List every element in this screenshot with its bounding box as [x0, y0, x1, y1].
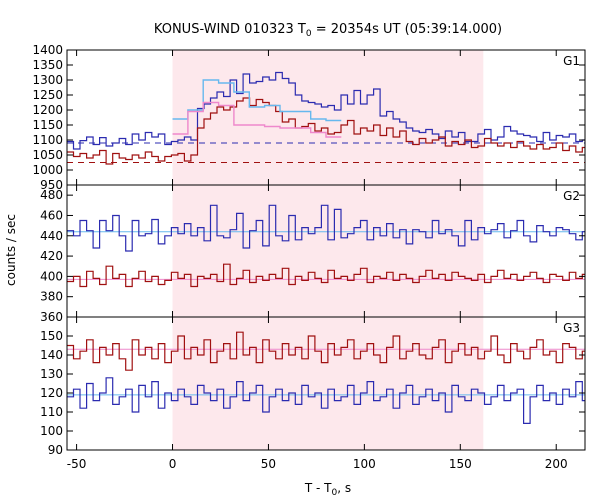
y-tick-label: 400 — [40, 269, 63, 283]
y-tick-label: 1000 — [32, 163, 63, 177]
series-blue-histogram — [67, 377, 585, 424]
y-tick-label: 360 — [40, 310, 63, 324]
panel-g2: 360 380 400 420 440 460 480 G2 — [40, 184, 586, 324]
y-tick-label: 150 — [40, 329, 63, 343]
panel-data — [67, 204, 585, 288]
y-tick-label: 1200 — [32, 103, 63, 117]
panel-data — [67, 331, 585, 424]
panel-label: G1 — [563, 54, 580, 68]
y-tick-label: 1250 — [32, 88, 63, 102]
y-tick-label: 90 — [48, 443, 63, 457]
panel-data — [67, 71, 585, 165]
series-blue-histogram — [67, 204, 585, 252]
series-red-histogram — [67, 97, 585, 165]
burst-interval-highlight — [172, 50, 484, 185]
y-tick-label: 380 — [40, 290, 63, 304]
series-lightblue-histogram — [172, 79, 342, 122]
y-axis-label: counts / sec — [4, 214, 18, 286]
panel-label: G2 — [563, 189, 580, 203]
series-pink-histogram — [172, 101, 342, 138]
burst-interval-highlight — [172, 317, 484, 450]
panels-group: 950100010501100115012001250130013501400G… — [32, 43, 586, 471]
x-tick-label: -50 — [67, 457, 87, 471]
y-tick-label: 1050 — [32, 148, 63, 162]
y-tick-label: 460 — [40, 208, 63, 222]
panel-g3: 90 100 110 120 130 140 150 G3 — [40, 316, 586, 457]
x-tick-label: 100 — [353, 457, 376, 471]
chart-title: KONUS-WIND 010323 T0 = 20354s UT (05:39:… — [154, 22, 502, 39]
x-axis-label: T - T0, s — [304, 481, 351, 498]
y-tick-label: 100 — [40, 424, 63, 438]
panel-label: G3 — [563, 321, 580, 335]
panel-frame — [66, 316, 586, 451]
y-tick-label: 130 — [40, 367, 63, 381]
y-tick-label: 440 — [40, 229, 63, 243]
y-tick-label: 120 — [40, 386, 63, 400]
series-red-histogram — [67, 263, 585, 288]
x-tick-label: 0 — [169, 457, 177, 471]
x-tick-label: 50 — [261, 457, 276, 471]
y-tick-label: 140 — [40, 348, 63, 362]
y-tick-label: 1150 — [32, 118, 63, 132]
x-tick-label: 150 — [449, 457, 472, 471]
series-red-histogram — [67, 331, 585, 371]
y-tick-label: 110 — [40, 405, 63, 419]
x-tick-label: 200 — [545, 457, 568, 471]
y-tick-label: 1350 — [32, 58, 63, 72]
y-tick-label: 1300 — [32, 73, 63, 87]
y-tick-label: 480 — [40, 188, 63, 202]
y-tick-label: 950 — [40, 178, 63, 192]
y-tick-label: 420 — [40, 249, 63, 263]
y-tick-label: 1100 — [32, 133, 63, 147]
y-tick-label: 1400 — [32, 43, 63, 57]
